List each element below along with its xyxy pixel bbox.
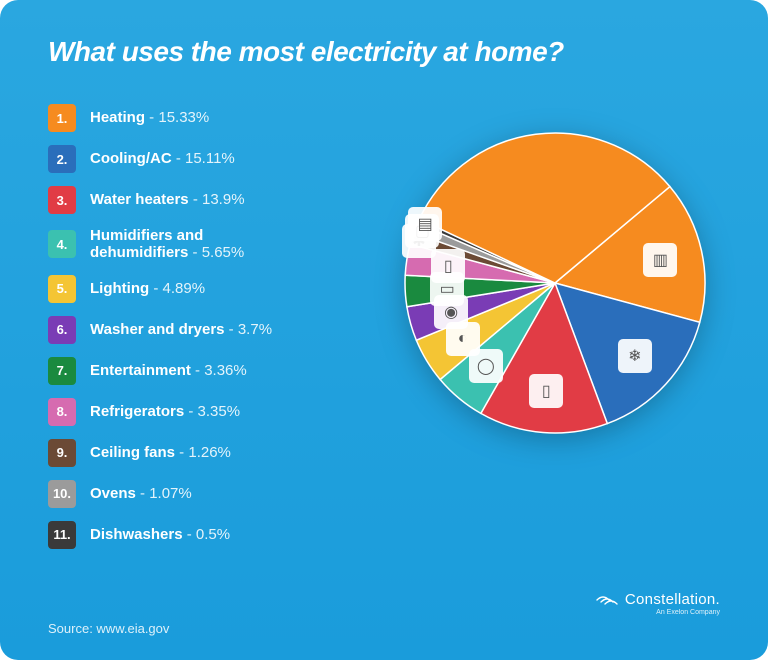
legend-row: 4. Humidifiers and dehumidifiers - 5.65% <box>48 227 366 262</box>
legend-row: 7. Entertainment - 3.36% <box>48 357 366 385</box>
fridge-icon: ▯ <box>431 249 465 283</box>
legend-label: Dishwashers <box>90 526 183 543</box>
legend-number-badge: 1. <box>48 104 76 132</box>
legend-label: Water heaters <box>90 191 189 208</box>
legend-row: 10. Ovens - 1.07% <box>48 480 366 508</box>
legend-percent: 0.5% <box>196 526 230 543</box>
legend-percent: 3.36% <box>204 362 247 379</box>
infographic-card: What uses the most electricity at home? … <box>0 0 768 660</box>
brand-block: Constellation. An Exelon Company <box>595 591 720 616</box>
page-title: What uses the most electricity at home? <box>48 36 720 68</box>
legend-row: 11. Dishwashers - 0.5% <box>48 521 366 549</box>
legend-number-badge: 5. <box>48 275 76 303</box>
legend-number-badge: 7. <box>48 357 76 385</box>
legend-number-badge: 11. <box>48 521 76 549</box>
legend-row: 5. Lighting - 4.89% <box>48 275 366 303</box>
legend-label: Washer and dryers <box>90 321 225 338</box>
legend-percent: 15.11% <box>185 150 235 167</box>
legend-label: Ceiling fans <box>90 444 175 461</box>
legend-text: Refrigerators - 3.35% <box>90 403 240 420</box>
legend-row: 2. Cooling/AC - 15.11% <box>48 145 366 173</box>
ac-icon: ❄ <box>618 339 652 373</box>
legend-percent: 4.89% <box>163 280 206 297</box>
legend-text: Humidifiers and dehumidifiers - 5.65% <box>90 227 300 262</box>
legend-text: Washer and dryers - 3.7% <box>90 321 272 338</box>
legend-percent: 1.07% <box>149 485 192 502</box>
legend-row: 6. Washer and dryers - 3.7% <box>48 316 366 344</box>
legend-text: Ovens - 1.07% <box>90 485 192 502</box>
legend-number-badge: 8. <box>48 398 76 426</box>
legend-text: Ceiling fans - 1.26% <box>90 444 231 461</box>
legend-label: Heating <box>90 109 145 126</box>
legend-label: Ovens <box>90 485 136 502</box>
legend-row: 1. Heating - 15.33% <box>48 104 366 132</box>
source-text: Source: www.eia.gov <box>48 621 169 636</box>
legend-number-badge: 2. <box>48 145 76 173</box>
legend-number-badge: 9. <box>48 439 76 467</box>
legend-text: Lighting - 4.89% <box>90 280 205 297</box>
legend-row: 8. Refrigerators - 3.35% <box>48 398 366 426</box>
legend-number-badge: 10. <box>48 480 76 508</box>
legend-label: Humidifiers and dehumidifiers <box>90 227 203 261</box>
water-heater-icon: ▯ <box>529 374 563 408</box>
legend-text: Heating - 15.33% <box>90 109 209 126</box>
heater-icon: ▥ <box>643 243 677 277</box>
legend-percent: 15.33% <box>158 109 209 126</box>
legend-percent: 1.26% <box>188 444 231 461</box>
content-row: 1. Heating - 15.33% 2. Cooling/AC - 15.11% 3… <box>48 98 720 549</box>
brand-name: Constellation. <box>625 591 720 608</box>
legend-text: Cooling/AC - 15.11% <box>90 150 235 167</box>
legend-text: Dishwashers - 0.5% <box>90 526 230 543</box>
brand-logo-icon <box>595 594 619 606</box>
legend-percent: 5.65% <box>202 244 245 261</box>
brand-tagline: An Exelon Company <box>595 609 720 616</box>
legend-label: Lighting <box>90 280 149 297</box>
legend-label: Cooling/AC <box>90 150 172 167</box>
legend-percent: 13.9% <box>202 191 245 208</box>
legend-percent: 3.7% <box>238 321 272 338</box>
legend-row: 3. Water heaters - 13.9% <box>48 186 366 214</box>
legend-label: Entertainment <box>90 362 191 379</box>
dishwasher-icon: ▤ <box>408 207 442 241</box>
legend-row: 9. Ceiling fans - 1.26% <box>48 439 366 467</box>
legend-number-badge: 4. <box>48 230 76 258</box>
legend-percent: 3.35% <box>198 403 241 420</box>
legend-number-badge: 6. <box>48 316 76 344</box>
legend-label: Refrigerators <box>90 403 184 420</box>
pie-chart: ▥❄▯◯◐◉▭▯✱▢▤ <box>390 118 720 448</box>
legend-number-badge: 3. <box>48 186 76 214</box>
legend-list: 1. Heating - 15.33% 2. Cooling/AC - 15.11% 3… <box>48 98 366 549</box>
legend-text: Entertainment - 3.36% <box>90 362 247 379</box>
legend-text: Water heaters - 13.9% <box>90 191 245 208</box>
